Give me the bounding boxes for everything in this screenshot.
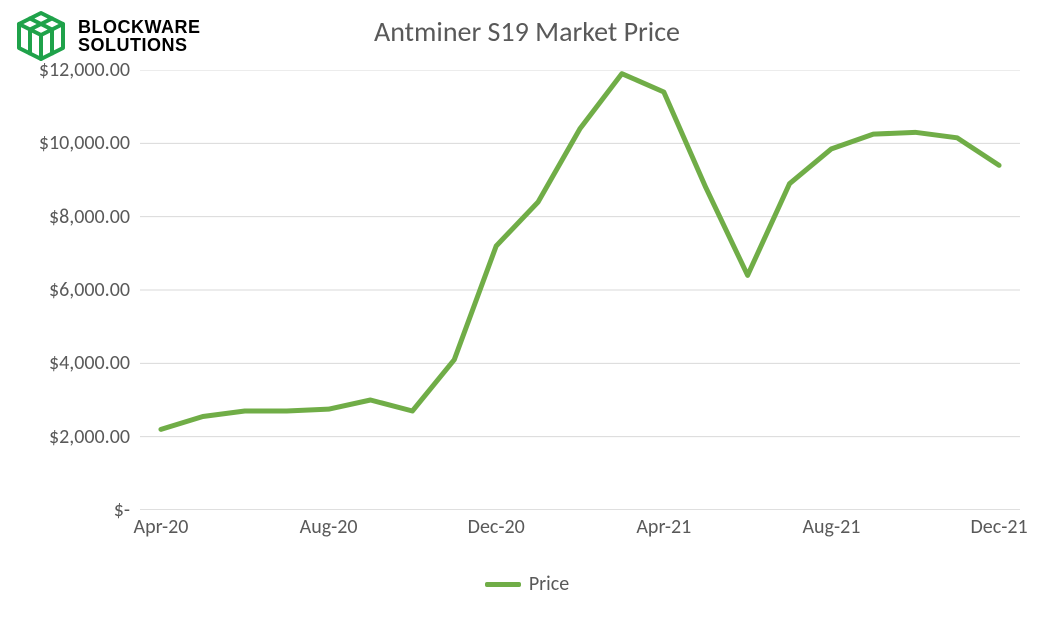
y-axis-labels: $-$2,000.00$4,000.00$6,000.00$8,000.00$1… (0, 70, 130, 510)
price-series (161, 74, 999, 430)
y-tick-label: $- (114, 498, 130, 522)
x-tick-label: Apr-20 (134, 515, 189, 539)
legend: Price (0, 572, 1054, 596)
y-tick-label: $6,000.00 (49, 278, 130, 302)
chart-plot (140, 70, 1020, 510)
y-tick-label: $10,000.00 (39, 131, 130, 155)
x-tick-label: Dec-20 (468, 515, 525, 539)
legend-label: Price (529, 572, 569, 596)
y-tick-label: $12,000.00 (39, 58, 130, 82)
legend-swatch (485, 582, 521, 587)
x-axis-labels: Apr-20Aug-20Dec-20Apr-21Aug-21Dec-21 (140, 515, 1020, 545)
x-tick-label: Dec-21 (970, 515, 1027, 539)
y-tick-label: $4,000.00 (49, 351, 130, 375)
y-tick-label: $8,000.00 (49, 205, 130, 229)
x-tick-label: Apr-21 (636, 515, 691, 539)
x-tick-label: Aug-20 (300, 515, 358, 539)
x-tick-label: Aug-21 (802, 515, 860, 539)
y-tick-label: $2,000.00 (49, 425, 130, 449)
chart-title: Antminer S19 Market Price (0, 14, 1054, 49)
